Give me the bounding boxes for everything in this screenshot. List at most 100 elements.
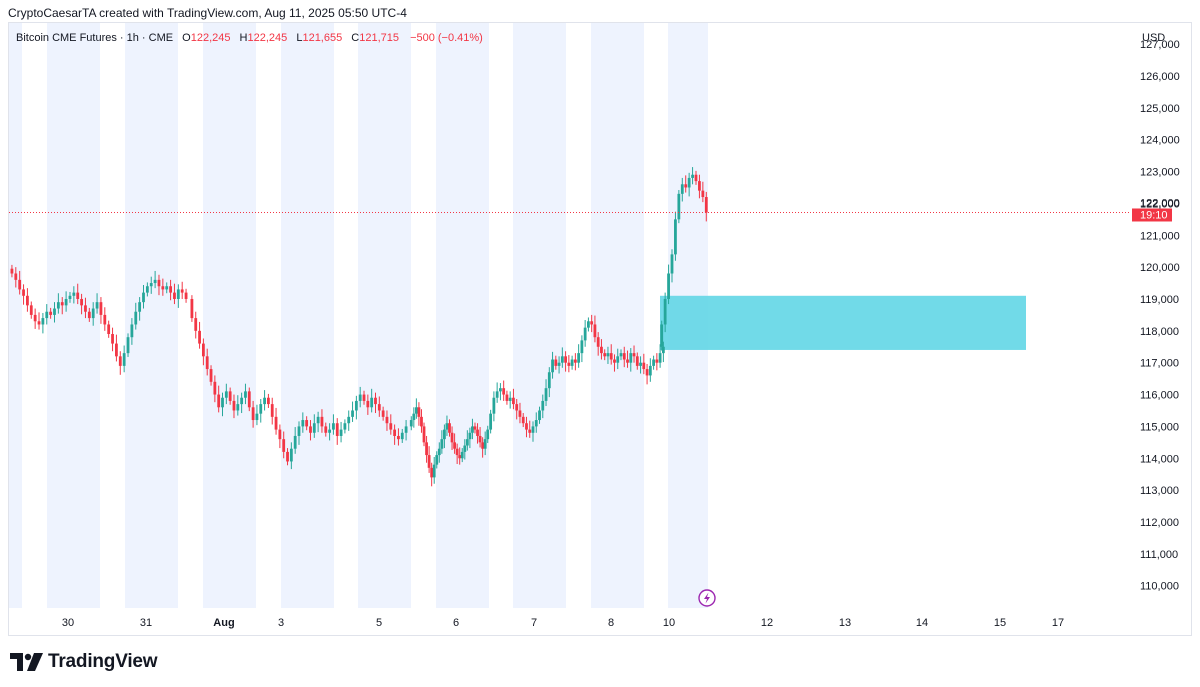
tradingview-logo-text: TradingView <box>48 651 158 672</box>
candle <box>205 348 209 376</box>
x-tick-label: 13 <box>839 617 851 629</box>
candle <box>103 307 107 331</box>
candle <box>432 456 436 484</box>
candle <box>180 281 184 299</box>
x-tick-label: Aug <box>213 617 234 629</box>
candle <box>366 394 370 415</box>
x-tick-label: 7 <box>531 617 537 629</box>
candle <box>412 407 416 428</box>
x-tick-label: 17 <box>1052 617 1064 629</box>
candle <box>573 353 577 371</box>
y-tick-label: 121,000 <box>1140 230 1180 242</box>
candle <box>56 293 60 314</box>
candle <box>91 302 95 326</box>
candle <box>626 350 629 368</box>
candle <box>312 414 316 438</box>
candle <box>453 433 456 454</box>
candle <box>10 264 14 278</box>
candle <box>481 437 485 458</box>
y-tick-label: 120,000 <box>1140 262 1180 274</box>
candle <box>286 448 289 466</box>
y-tick-label: 114,000 <box>1140 453 1179 465</box>
candle <box>512 388 515 410</box>
tradingview-logo-icon <box>10 653 43 671</box>
candle <box>463 439 467 460</box>
candle <box>115 334 118 362</box>
x-tick-label: 10 <box>663 617 675 629</box>
candle <box>122 345 126 373</box>
y-tick-label: 125,000 <box>1140 103 1180 115</box>
candle <box>427 446 431 473</box>
candle <box>381 406 385 421</box>
candle <box>538 406 541 424</box>
y-tick-label: 124,000 <box>1140 135 1180 147</box>
candle <box>483 431 487 456</box>
candle <box>347 410 351 431</box>
x-tick-label: 8 <box>608 617 614 629</box>
candle <box>240 392 244 414</box>
candle <box>99 297 103 324</box>
candle <box>173 283 176 305</box>
symbol-name: Bitcoin CME Futures · 1h · CME <box>16 32 174 44</box>
x-tick-label: 12 <box>761 617 773 629</box>
high-label: H <box>239 32 248 44</box>
session-band <box>513 23 566 608</box>
y-tick-label: 117,000 <box>1140 358 1179 370</box>
candle <box>544 379 548 407</box>
candle <box>694 170 698 185</box>
candle <box>37 312 41 330</box>
y-tick-label: 111,000 <box>1140 549 1178 561</box>
candle <box>126 333 130 357</box>
candle <box>142 284 145 309</box>
candle <box>22 284 25 305</box>
tradingview-logo[interactable]: TradingView <box>10 650 158 674</box>
y-tick-label: 113,000 <box>1140 485 1179 497</box>
candle <box>440 430 444 454</box>
candle <box>165 282 169 294</box>
candle <box>198 321 201 349</box>
session-band <box>203 23 256 608</box>
candle <box>316 411 320 433</box>
candle <box>680 177 684 202</box>
candle <box>14 267 18 288</box>
candle <box>593 315 597 343</box>
candle <box>134 302 138 330</box>
y-tick-label: 123,000 <box>1140 167 1180 179</box>
candle <box>153 270 157 289</box>
candle <box>609 344 613 365</box>
candle <box>332 414 335 435</box>
x-tick-label: 3 <box>278 617 284 629</box>
candle <box>448 419 451 437</box>
candle <box>190 295 194 322</box>
candle <box>278 424 282 449</box>
candle <box>76 283 80 305</box>
candle <box>18 270 22 295</box>
event-layer <box>698 589 716 607</box>
candle <box>217 385 221 413</box>
currency-label[interactable]: USD <box>1142 32 1166 44</box>
high-value: 122,245 <box>247 32 288 44</box>
candle <box>486 425 490 443</box>
candle <box>492 391 496 422</box>
chart-caption: CryptoCaesarTA created with TradingView.… <box>8 6 407 20</box>
candle <box>435 451 439 469</box>
candle <box>362 390 366 405</box>
candle <box>33 308 37 329</box>
candle <box>267 393 270 408</box>
countdown-label: 19:10 <box>1140 209 1168 221</box>
lightning-icon[interactable] <box>698 589 716 607</box>
candle <box>515 399 519 420</box>
candle <box>72 286 76 304</box>
candle <box>635 352 639 370</box>
candle <box>455 443 459 465</box>
candle <box>343 419 347 434</box>
demand-zone[interactable] <box>660 295 1026 350</box>
candle <box>422 422 426 447</box>
candle <box>698 174 701 199</box>
candle <box>465 430 469 451</box>
candle <box>404 420 408 441</box>
candle <box>389 414 393 435</box>
candle <box>443 424 446 449</box>
